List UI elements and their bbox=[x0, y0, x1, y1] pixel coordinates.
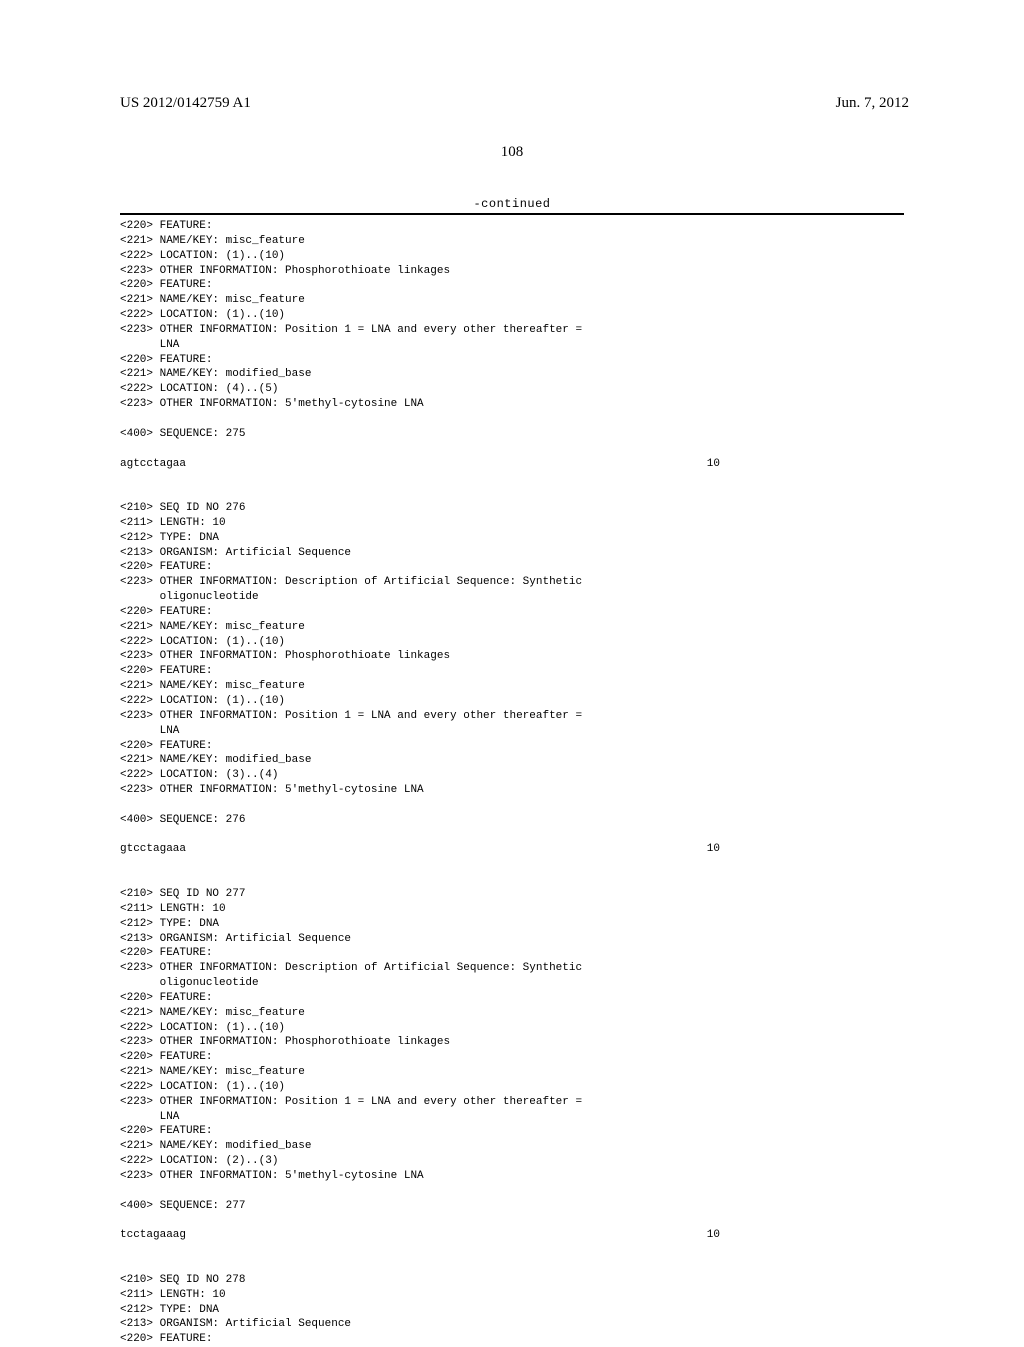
sequence-text: gtcctagaaa bbox=[120, 842, 186, 857]
publication-number: US 2012/0142759 A1 bbox=[120, 95, 251, 112]
sequence-row: agtcctagaa 10 bbox=[120, 457, 720, 472]
sequence-length: 10 bbox=[707, 842, 720, 857]
sequence-listing: <220> FEATURE: <221> NAME/KEY: misc_feat… bbox=[0, 215, 1024, 1347]
page-header: US 2012/0142759 A1 Jun. 7, 2012 bbox=[0, 0, 1024, 112]
page-number: 108 bbox=[0, 144, 1024, 161]
sequence-text: agtcctagaa bbox=[120, 457, 186, 472]
publication-date: Jun. 7, 2012 bbox=[836, 95, 909, 112]
continued-label: -continued bbox=[0, 197, 1024, 211]
sequence-length: 10 bbox=[707, 1228, 720, 1243]
sequence-text: tcctagaaag bbox=[120, 1228, 186, 1243]
sequence-length: 10 bbox=[707, 457, 720, 472]
sequence-row: tcctagaaag 10 bbox=[120, 1228, 720, 1243]
sequence-row: gtcctagaaa 10 bbox=[120, 842, 720, 857]
